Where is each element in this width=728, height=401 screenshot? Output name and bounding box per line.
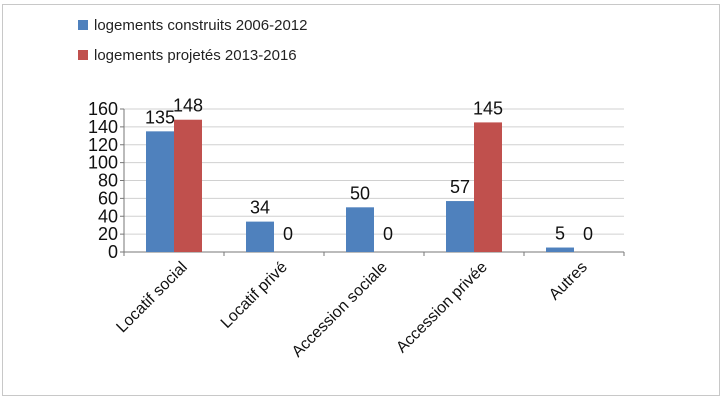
legend: logements construits 2006-2012 logements … (78, 17, 307, 64)
data-label-series0-4: 5 (555, 224, 565, 244)
data-label-series1-3: 145 (473, 98, 503, 118)
y-tick-label: 0 (108, 242, 118, 262)
data-label-series0-0: 135 (145, 107, 175, 127)
bar-series0-0 (146, 131, 174, 252)
category-label-0: Locatif social (113, 259, 190, 336)
bar-series0-3 (446, 201, 474, 252)
bar-series0-4 (546, 247, 574, 252)
legend-label-1: logements projetés 2013-2016 (94, 47, 297, 64)
data-label-series1-4: 0 (583, 224, 593, 244)
data-label-series1-0: 148 (173, 96, 203, 116)
legend-label-0: logements construits 2006-2012 (94, 17, 307, 34)
legend-swatch-1 (78, 50, 88, 60)
bar-series1-3 (474, 122, 502, 252)
grid (124, 108, 624, 235)
bars (146, 119, 574, 252)
y-tick-label: 60 (98, 188, 118, 208)
data-label-series0-2: 50 (350, 183, 370, 203)
category-label-1: Locatif privé (218, 259, 291, 332)
data-label-series0-3: 57 (450, 177, 470, 197)
y-tick-label: 80 (98, 171, 118, 191)
y-tick-label: 40 (98, 206, 118, 226)
bar-series0-1 (246, 221, 274, 252)
legend-swatch-0 (78, 20, 88, 30)
chart-frame (2, 4, 720, 396)
y-tick-label: 100 (88, 153, 118, 173)
category-label-2: Accession sociale (289, 259, 391, 361)
bar-series1-0 (174, 119, 202, 252)
y-tick-label: 120 (88, 135, 118, 155)
category-label-3: Accession privée (393, 259, 491, 357)
y-tick-label: 20 (98, 224, 118, 244)
y-tick-label: 140 (88, 117, 118, 137)
data-label-series1-1: 0 (283, 224, 293, 244)
y-tick-label: 160 (88, 99, 118, 119)
data-label-series1-2: 0 (383, 224, 393, 244)
category-label-4: Autres (546, 259, 591, 304)
data-label-series0-1: 34 (250, 198, 270, 218)
bar-series0-2 (346, 207, 374, 252)
